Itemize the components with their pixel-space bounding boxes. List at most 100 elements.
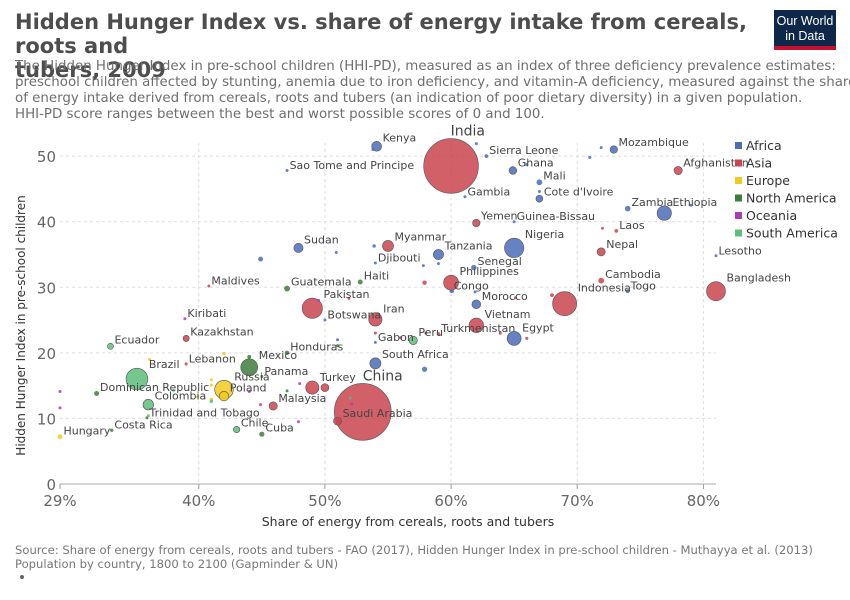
data-point[interactable] [673, 166, 683, 175]
data-point[interactable] [600, 226, 604, 230]
data-point[interactable] [408, 335, 418, 345]
data-point[interactable] [369, 357, 382, 370]
source-note[interactable]: Source: Share of energy from cereals, ro… [15, 543, 813, 557]
legend-item-label[interactable]: Africa [746, 138, 782, 153]
data-point[interactable] [259, 403, 263, 407]
data-point[interactable] [596, 247, 606, 257]
data-point[interactable] [148, 357, 152, 361]
data-point[interactable] [436, 332, 441, 336]
data-point[interactable] [614, 228, 619, 233]
data-point[interactable] [284, 350, 290, 356]
data-point[interactable] [209, 378, 213, 382]
data-point[interactable] [196, 395, 200, 399]
data-point[interactable] [624, 205, 631, 212]
data-point[interactable] [449, 289, 453, 293]
data-point[interactable] [58, 390, 62, 394]
our-world-in-data-logo[interactable]: Our World in Data [774, 10, 836, 50]
data-point[interactable] [233, 426, 241, 434]
data-point[interactable] [142, 399, 154, 411]
data-point[interactable] [317, 298, 321, 302]
data-point[interactable] [347, 296, 351, 300]
data-point[interactable] [536, 179, 543, 186]
data-point[interactable] [218, 391, 230, 402]
data-point[interactable] [599, 146, 603, 150]
data-point[interactable] [550, 293, 554, 298]
data-point[interactable] [471, 299, 482, 310]
data-point[interactable] [58, 406, 62, 410]
legend-item-label[interactable]: North America [746, 191, 837, 206]
data-point[interactable] [258, 256, 264, 262]
data-point[interactable] [463, 195, 467, 199]
data-point[interactable] [336, 344, 340, 348]
data-point[interactable] [513, 296, 517, 300]
data-point[interactable] [508, 166, 518, 175]
data-point[interactable] [240, 358, 259, 377]
data-point[interactable] [535, 194, 544, 203]
data-point[interactable] [382, 240, 394, 252]
data-point[interactable] [333, 416, 342, 426]
data-point[interactable] [373, 340, 377, 344]
legend-item-label[interactable]: Oceania [746, 208, 797, 223]
data-point[interactable] [372, 244, 376, 248]
data-point[interactable] [334, 383, 392, 441]
data-point[interactable] [468, 317, 484, 333]
data-point[interactable] [247, 354, 252, 359]
data-point[interactable] [349, 402, 353, 406]
data-point[interactable] [285, 389, 289, 393]
data-point[interactable] [473, 290, 477, 294]
data-point[interactable] [424, 331, 428, 335]
data-point[interactable] [320, 383, 330, 392]
data-point[interactable] [285, 169, 289, 173]
data-point[interactable] [399, 336, 403, 340]
data-point[interactable] [268, 401, 278, 411]
data-point[interactable] [183, 317, 187, 321]
data-point[interactable] [525, 336, 529, 340]
data-point[interactable] [357, 279, 363, 285]
data-point[interactable] [94, 391, 100, 396]
data-point[interactable] [209, 383, 213, 387]
data-point[interactable] [336, 338, 340, 342]
data-point[interactable] [421, 264, 425, 268]
data-point[interactable] [284, 285, 290, 292]
data-point[interactable] [471, 264, 477, 271]
data-point[interactable] [512, 220, 516, 224]
data-point[interactable] [57, 434, 63, 440]
data-point[interactable] [373, 331, 377, 335]
data-point[interactable] [714, 254, 718, 258]
data-point[interactable] [537, 190, 541, 194]
data-point[interactable] [689, 203, 693, 207]
data-point[interactable] [433, 249, 444, 260]
data-point[interactable] [182, 334, 190, 342]
data-point[interactable] [207, 284, 211, 288]
data-point[interactable] [110, 428, 114, 432]
data-point[interactable] [625, 289, 630, 294]
data-point[interactable] [421, 366, 428, 372]
data-point[interactable] [247, 390, 251, 394]
data-point[interactable] [371, 148, 375, 152]
data-point[interactable] [209, 399, 214, 404]
legend-item-label[interactable]: South America [746, 226, 838, 241]
data-point[interactable] [436, 262, 440, 266]
data-point[interactable] [373, 261, 377, 265]
data-point[interactable] [301, 297, 323, 319]
data-point[interactable] [588, 155, 592, 159]
data-point[interactable] [296, 420, 300, 424]
data-point[interactable] [609, 145, 618, 154]
legend-item-label[interactable]: Asia [746, 156, 772, 171]
data-point[interactable] [146, 414, 150, 418]
legend-item-label[interactable]: Europe [746, 173, 790, 188]
data-point[interactable] [334, 251, 338, 255]
data-point[interactable] [184, 362, 188, 366]
data-point[interactable] [222, 351, 226, 356]
data-point[interactable] [348, 396, 352, 400]
data-point[interactable] [172, 388, 176, 392]
data-point[interactable] [298, 382, 302, 386]
data-point[interactable] [371, 141, 382, 152]
data-point[interactable] [107, 342, 114, 350]
data-point[interactable] [368, 312, 383, 327]
data-point[interactable] [498, 331, 502, 335]
data-point[interactable] [598, 277, 605, 284]
data-point[interactable] [423, 138, 479, 194]
data-point[interactable] [293, 243, 304, 253]
data-point[interactable] [504, 237, 525, 258]
